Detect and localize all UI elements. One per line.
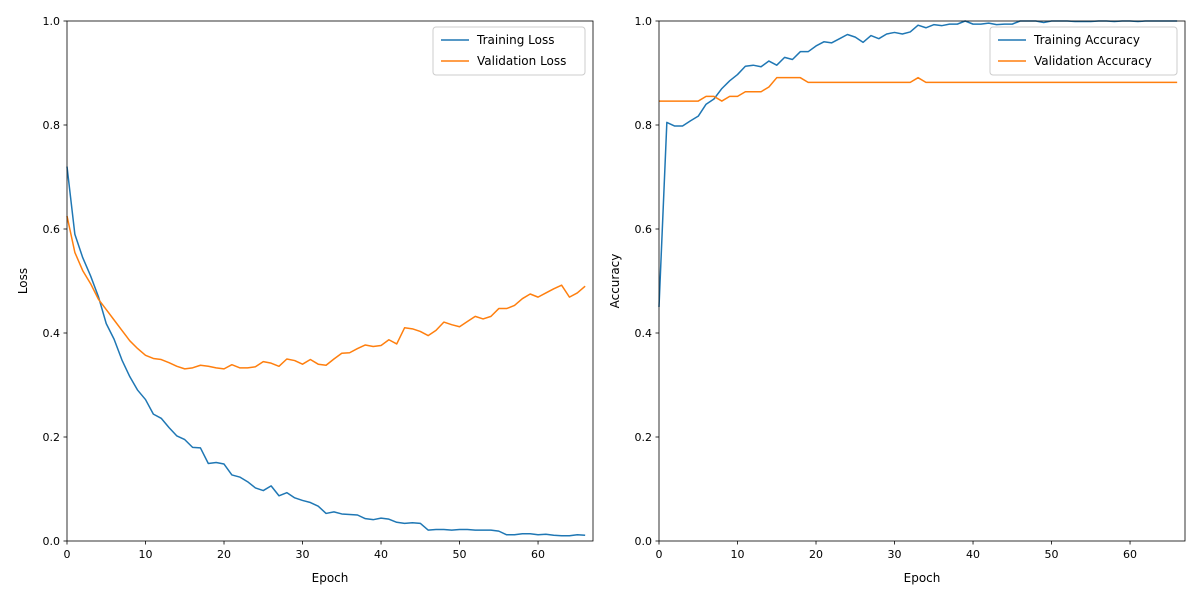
- accuracy-x-tick-label: 0: [656, 548, 663, 561]
- loss-tick-layer: 0 10 20 30 40 50 60 0.0 0.2 0.4 0.6 0.8 1.0: [43, 15, 546, 561]
- accuracy-y-tick-label: 0.8: [635, 119, 653, 132]
- accuracy-x-tick-label: 50: [1045, 548, 1059, 561]
- loss-x-tick-label: 50: [453, 548, 467, 561]
- accuracy-x-tick-label: 60: [1123, 548, 1137, 561]
- loss-y-axis-label: Loss: [16, 268, 30, 294]
- accuracy-x-tick-label: 30: [888, 548, 902, 561]
- accuracy-x-tick-label: 10: [731, 548, 745, 561]
- accuracy-tick-layer: 0 10 20 30 40 50 60 0.0 0.2 0.4 0.6 0.8 1.0: [635, 15, 1138, 561]
- accuracy-legend-label: Validation Accuracy: [1034, 54, 1152, 68]
- accuracy-x-tick-label: 40: [966, 548, 980, 561]
- loss-x-tick-label: 0: [64, 548, 71, 561]
- accuracy-series-layer: [658, 20, 1178, 308]
- loss-series-layer: [66, 166, 586, 537]
- accuracy-series-line-1: [658, 20, 1178, 308]
- accuracy-plot-area: [659, 21, 1185, 541]
- loss-y-tick-label: 0.2: [43, 431, 61, 444]
- accuracy-legend-label: Training Accuracy: [1033, 33, 1140, 47]
- accuracy-x-axis-label: Epoch: [904, 571, 941, 585]
- accuracy-legend-box: [989, 26, 1178, 76]
- accuracy-legend: Training Accuracy Validation Accuracy: [989, 26, 1178, 76]
- accuracy-y-tick-label: 0.6: [635, 223, 653, 236]
- loss-chart: 0 10 20 30 40 50 60 0.0 0.2 0.4 0.6 0.8 1.0 Epoch Lo…: [16, 15, 594, 585]
- accuracy-x-tick-label: 20: [809, 548, 823, 561]
- loss-axes-frame: [66, 20, 594, 542]
- loss-x-tick-label: 30: [296, 548, 310, 561]
- accuracy-y-tick-label: 0.4: [635, 327, 653, 340]
- loss-series-line-1: [66, 166, 586, 537]
- loss-y-tick-label: 0.0: [43, 535, 61, 548]
- loss-x-axis-label: Epoch: [312, 571, 349, 585]
- loss-legend-label: Training Loss: [476, 33, 554, 47]
- accuracy-axes-frame: [658, 20, 1186, 542]
- accuracy-y-axis-label: Accuracy: [608, 254, 622, 309]
- loss-x-tick-label: 40: [374, 548, 388, 561]
- loss-y-tick-label: 0.4: [43, 327, 61, 340]
- accuracy-chart: 0 10 20 30 40 50 60 0.0 0.2 0.4 0.6 0.8 1.0 Epoch Ac…: [608, 15, 1186, 585]
- loss-plot-area: [67, 21, 593, 541]
- loss-x-tick-label: 60: [531, 548, 545, 561]
- loss-y-tick-label: 0.6: [43, 223, 61, 236]
- loss-x-tick-label: 10: [139, 548, 153, 561]
- loss-legend-label: Validation Loss: [477, 54, 566, 68]
- loss-legend: Training Loss Validation Loss: [432, 26, 586, 76]
- loss-y-tick-label: 0.8: [43, 119, 61, 132]
- loss-series-line-2: [66, 215, 586, 370]
- accuracy-y-tick-label: 1.0: [635, 15, 653, 28]
- accuracy-series-line-2: [659, 76, 1178, 102]
- loss-y-tick-label: 1.0: [43, 15, 61, 28]
- loss-legend-box: [432, 26, 586, 76]
- accuracy-y-tick-label: 0.0: [635, 535, 653, 548]
- accuracy-y-tick-label: 0.2: [635, 431, 653, 444]
- loss-x-tick-label: 20: [217, 548, 231, 561]
